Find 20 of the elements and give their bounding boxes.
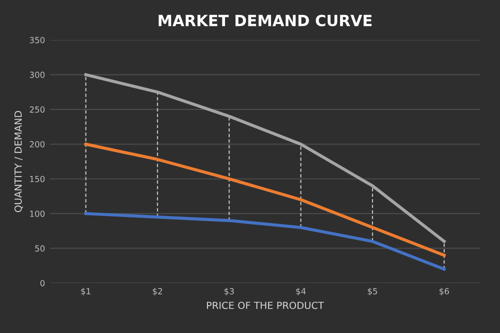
- y-tick-label: 250: [30, 106, 45, 113]
- x-tick-label: $4: [296, 288, 306, 296]
- line-series: [84, 212, 446, 271]
- y-tick-label: 150: [30, 176, 45, 182]
- x-axis-title: PRICE OF THE PRODUCT: [206, 302, 324, 310]
- x-tick-label: $6: [440, 288, 449, 296]
- chart-title: MARKET DEMAND CURVE: [158, 14, 372, 26]
- y-tick-label: 50: [35, 245, 45, 252]
- y-tick-label: 0: [40, 280, 45, 286]
- line-series: [84, 73, 446, 243]
- y-axis-title: QUANTITY / DEMAND: [14, 110, 23, 212]
- x-tick-label: $5: [368, 288, 378, 296]
- y-tick-label: 350: [30, 36, 45, 44]
- x-tick-label: $2: [152, 288, 162, 296]
- y-tick-label: 100: [30, 210, 45, 217]
- y-tick-label: 300: [30, 72, 45, 78]
- line-series: [84, 142, 446, 257]
- x-tick-label: $3: [224, 288, 234, 296]
- x-tick-label: $1: [81, 288, 90, 296]
- y-tick-label: 200: [30, 141, 45, 148]
